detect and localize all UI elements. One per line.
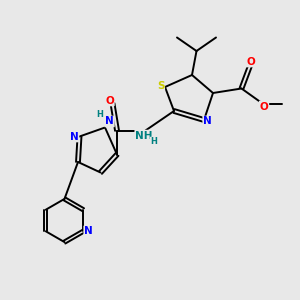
Text: H: H [96, 110, 103, 119]
Text: O: O [105, 95, 114, 106]
Text: NH: NH [135, 130, 153, 141]
Text: N: N [203, 116, 212, 127]
Text: O: O [260, 101, 268, 112]
Text: N: N [84, 226, 93, 236]
Text: S: S [157, 80, 164, 91]
Text: O: O [246, 56, 255, 67]
Text: N: N [105, 116, 114, 127]
Text: H: H [151, 137, 157, 146]
Text: N: N [70, 131, 79, 142]
